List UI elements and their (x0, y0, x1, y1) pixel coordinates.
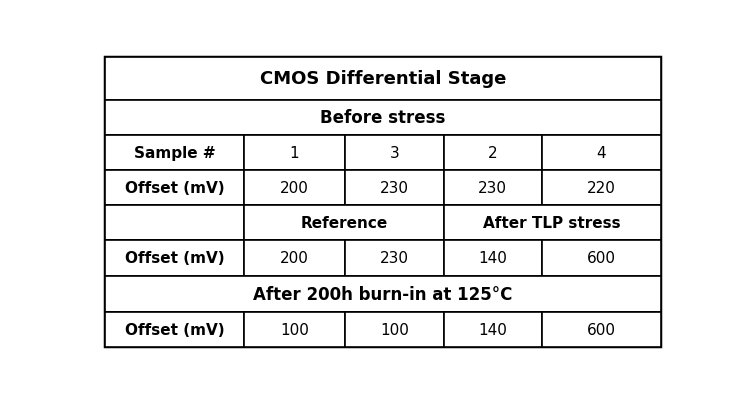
Bar (105, 312, 660, 348)
Text: 220: 220 (587, 181, 616, 196)
Bar (105, 57, 660, 100)
Bar (244, 241, 345, 276)
Text: 140: 140 (478, 322, 507, 338)
Text: Offset (mV): Offset (mV) (125, 251, 224, 266)
Bar (105, 170, 244, 206)
Text: After TLP stress: After TLP stress (483, 216, 621, 231)
Text: 600: 600 (587, 251, 616, 266)
Text: Sample #: Sample # (134, 146, 215, 160)
Text: 230: 230 (380, 181, 409, 196)
Bar (244, 170, 345, 206)
Text: 100: 100 (380, 322, 409, 338)
Bar (444, 312, 542, 348)
Text: 2: 2 (488, 146, 498, 160)
Text: 200: 200 (280, 181, 309, 196)
Bar (105, 136, 660, 170)
Text: 3: 3 (389, 146, 400, 160)
Bar (542, 170, 661, 206)
Bar (244, 206, 444, 241)
Text: Before stress: Before stress (320, 109, 445, 127)
Text: CMOS Differential Stage: CMOS Differential Stage (260, 70, 506, 88)
Bar (105, 206, 244, 241)
Text: After 200h burn-in at 125°C: After 200h burn-in at 125°C (253, 285, 512, 303)
Text: 140: 140 (478, 251, 507, 266)
Text: Offset (mV): Offset (mV) (125, 322, 224, 338)
Text: Offset (mV): Offset (mV) (125, 181, 224, 196)
Bar (105, 276, 660, 312)
Text: 4: 4 (597, 146, 607, 160)
Text: 230: 230 (380, 251, 409, 266)
Bar (542, 136, 661, 170)
Bar (345, 136, 444, 170)
Bar (444, 136, 542, 170)
Text: 1: 1 (290, 146, 300, 160)
Bar (244, 312, 345, 348)
Bar (105, 312, 244, 348)
Bar (444, 170, 542, 206)
Bar (105, 100, 660, 136)
Text: 600: 600 (587, 322, 616, 338)
Bar (105, 241, 660, 276)
Bar (542, 312, 661, 348)
Text: 230: 230 (478, 181, 507, 196)
Bar (345, 170, 444, 206)
Bar (345, 312, 444, 348)
Bar (105, 241, 244, 276)
Bar (105, 136, 244, 170)
Bar (444, 241, 542, 276)
Bar (244, 136, 345, 170)
Text: Reference: Reference (300, 216, 388, 231)
Bar (542, 241, 661, 276)
Text: 100: 100 (280, 322, 309, 338)
Text: 200: 200 (280, 251, 309, 266)
Bar (345, 241, 444, 276)
Bar (444, 206, 661, 241)
Bar (105, 170, 660, 206)
Bar (105, 206, 660, 241)
